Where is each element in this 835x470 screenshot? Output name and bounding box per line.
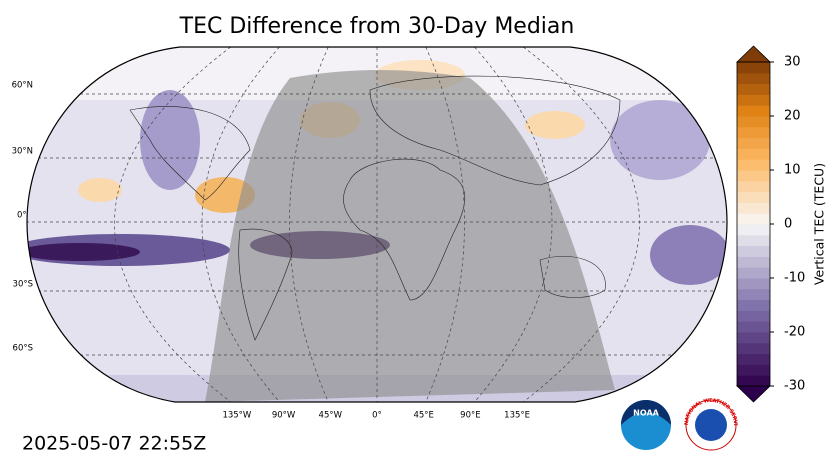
colorbar-band: [737, 202, 770, 214]
colorbar-band: [737, 321, 770, 333]
lon-label: 90°W: [272, 411, 296, 421]
colorbar-band: [737, 83, 770, 95]
colorbar: 30 20 10 0 -10 -20 -30 Vertical TEC (TECU): [736, 45, 827, 403]
colorbar-band: [737, 267, 770, 279]
night-shadow: [205, 70, 615, 402]
colorbar-band: [737, 332, 770, 344]
colorbar-band: [737, 278, 770, 290]
map: [27, 47, 727, 402]
colorbar-extend-top: [736, 45, 771, 63]
noaa-logo: NOAA: [621, 400, 671, 450]
colorbar-band: [737, 62, 770, 74]
colorbar-band: [737, 105, 770, 117]
colorbar-band: [737, 310, 770, 322]
coastlines: [129, 75, 621, 341]
field-region: [78, 178, 122, 202]
lat-label: 60°S: [13, 344, 33, 354]
field-region: [140, 90, 200, 190]
colorbar-band: [737, 288, 770, 301]
meridian: [425, 47, 465, 402]
colorbar-tick-label: 20: [784, 109, 801, 124]
colorbar-tick-label: -10: [784, 271, 805, 286]
logo-inner: [695, 409, 727, 441]
graticule: [27, 47, 727, 402]
colorbar-band: [737, 213, 770, 225]
colorbar-band: [737, 245, 770, 257]
colorbar-tick-label: -30: [784, 379, 805, 394]
colorbar-band: [737, 191, 770, 203]
lat-label: 30°S: [13, 280, 33, 290]
field-region: [27, 243, 140, 261]
lon-label: 0°: [372, 411, 382, 421]
lon-label: 135°W: [222, 411, 251, 421]
meridian: [289, 47, 329, 402]
field-region: [650, 225, 727, 285]
colorbar-band: [737, 353, 770, 365]
colorbar-band: [737, 170, 770, 182]
colorbar-tick-label: -20: [784, 325, 805, 340]
map-outline: [26, 46, 728, 403]
lat-label: 30°N: [12, 147, 33, 157]
field-region: [610, 100, 710, 180]
timestamp: 2025-05-07 22:55Z: [22, 433, 206, 455]
meridian: [114, 47, 231, 402]
colorbar-extend-bottom: [736, 385, 771, 403]
colorbar-band: [737, 180, 770, 193]
colorbar-band: [737, 94, 770, 106]
lon-label: 45°E: [413, 411, 433, 421]
colorbar-band: [737, 234, 770, 247]
colorbar-tick-label: 10: [784, 163, 801, 178]
logo-shape: [621, 400, 671, 425]
colorbar-band: [737, 148, 770, 160]
lat-label: 60°N: [12, 81, 33, 91]
meridian: [523, 47, 640, 402]
colorbar-label: Vertical TEC (TECU): [812, 163, 827, 285]
lon-label: 45°W: [319, 411, 343, 421]
colorbar-band: [737, 116, 770, 128]
colorbar-tick-label: 30: [784, 55, 801, 70]
colorbar-band: [737, 137, 770, 149]
colorbar-band: [737, 159, 770, 171]
colorbar-band: [737, 342, 770, 355]
colorbar-band: [737, 256, 770, 268]
lon-label: 135°E: [504, 411, 530, 421]
colorbar-band: [737, 224, 770, 236]
colorbar-band: [737, 72, 770, 85]
lat-label: 0°: [17, 211, 27, 221]
colorbar-band: [737, 126, 770, 139]
title: TEC Difference from 30-Day Median: [179, 14, 575, 39]
colorbar-band: [737, 299, 770, 311]
field-region: [525, 111, 585, 139]
colorbar-band: [737, 375, 770, 387]
colorbar-band: [737, 364, 770, 376]
logo-text: NOAA: [633, 409, 659, 418]
lon-label: 90°E: [460, 411, 480, 421]
colorbar-tick-label: 0: [784, 217, 792, 232]
